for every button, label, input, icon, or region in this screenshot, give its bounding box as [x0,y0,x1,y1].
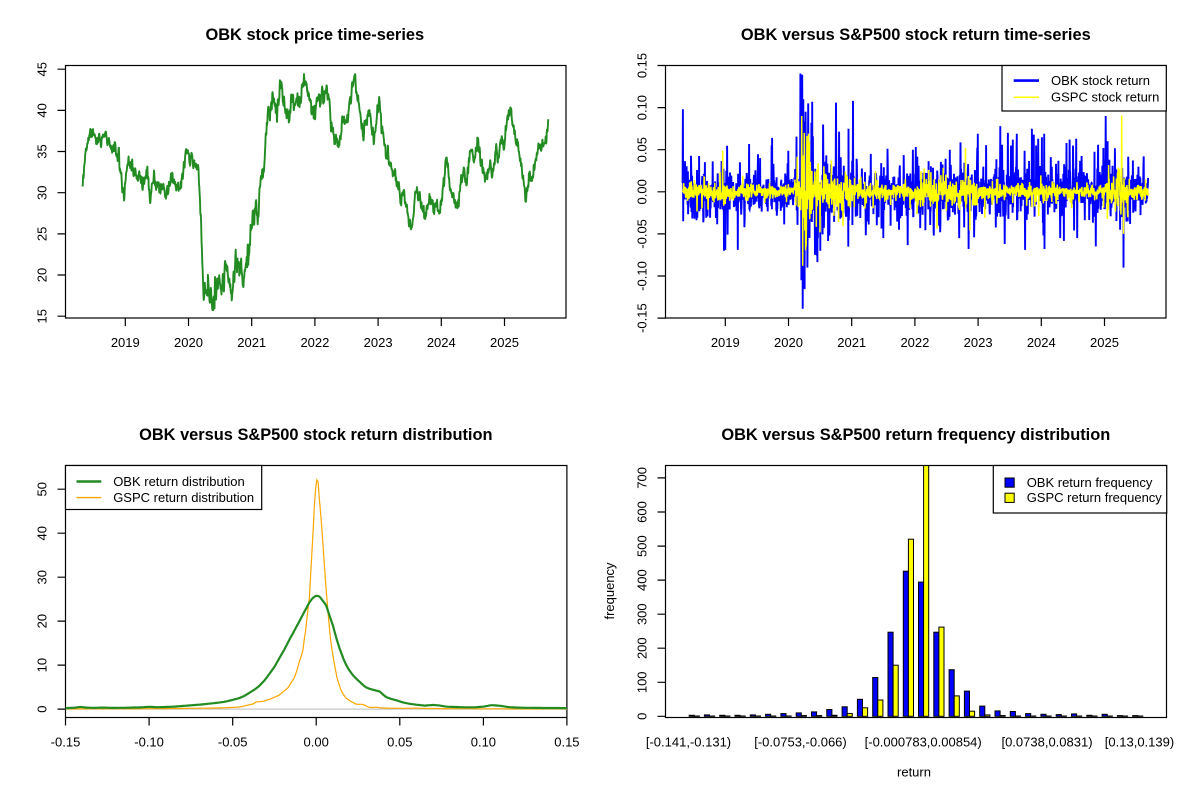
svg-text:2022: 2022 [300,335,329,350]
svg-text:0.00: 0.00 [634,179,649,204]
svg-text:OBK versus S&P500 stock return: OBK versus S&P500 stock return time-seri… [741,26,1091,44]
svg-text:0.00: 0.00 [304,735,329,750]
svg-text:700: 700 [634,467,649,489]
svg-text:2021: 2021 [837,335,866,350]
svg-text:0.10: 0.10 [634,95,649,120]
svg-text:OBK versus S&P500 stock return: OBK versus S&P500 stock return distribut… [139,426,492,444]
svg-text:0.10: 0.10 [471,735,496,750]
svg-text:[0.0738,0.0831): [0.0738,0.0831) [1001,735,1092,750]
svg-text:2020: 2020 [174,335,203,350]
svg-text:[0.13,0.139): [0.13,0.139) [1105,735,1174,750]
svg-text:20: 20 [34,268,49,282]
svg-text:400: 400 [634,569,649,591]
svg-text:-0.05: -0.05 [634,219,649,249]
svg-text:OBK versus S&P500 return frequ: OBK versus S&P500 return frequency distr… [721,426,1110,444]
svg-text:OBK stock return: OBK stock return [1051,73,1150,88]
svg-text:OBK return distribution: OBK return distribution [113,474,245,489]
svg-text:500: 500 [634,535,649,557]
svg-text:[-0.000783,0.00854): [-0.000783,0.00854) [865,735,982,750]
svg-text:0.05: 0.05 [387,735,412,750]
svg-text:2020: 2020 [774,335,803,350]
svg-text:35: 35 [34,144,49,158]
svg-text:100: 100 [634,671,649,693]
svg-text:0: 0 [34,705,49,712]
svg-text:2025: 2025 [1090,335,1119,350]
svg-text:10: 10 [34,658,49,672]
svg-text:OBK stock price time-series: OBK stock price time-series [205,26,424,44]
svg-text:25: 25 [34,227,49,241]
svg-text:2019: 2019 [111,335,140,350]
svg-text:300: 300 [634,603,649,625]
svg-text:50: 50 [34,482,49,496]
svg-text:2024: 2024 [1027,335,1056,350]
svg-text:2019: 2019 [711,335,740,350]
svg-text:GSPC return distribution: GSPC return distribution [113,490,254,505]
svg-text:2025: 2025 [490,335,519,350]
svg-text:0.15: 0.15 [634,53,649,78]
svg-text:45: 45 [34,62,49,76]
svg-text:15: 15 [34,309,49,323]
svg-text:GSPC return frequency: GSPC return frequency [1027,490,1163,505]
svg-text:-0.15: -0.15 [634,303,649,333]
svg-text:0.05: 0.05 [634,137,649,162]
svg-text:[-0.0753,-0.066): [-0.0753,-0.066) [754,735,847,750]
svg-text:0: 0 [634,713,649,720]
svg-text:2023: 2023 [964,335,993,350]
svg-text:GSPC stock return: GSPC stock return [1051,90,1159,105]
svg-text:2024: 2024 [427,335,456,350]
svg-text:0.15: 0.15 [554,735,579,750]
svg-text:-0.05: -0.05 [218,735,248,750]
svg-text:20: 20 [34,614,49,628]
svg-text:200: 200 [634,637,649,659]
svg-text:[-0.141,-0.131): [-0.141,-0.131) [646,735,731,750]
svg-text:2023: 2023 [364,335,393,350]
svg-text:return: return [897,765,931,780]
svg-text:40: 40 [34,103,49,117]
svg-text:600: 600 [634,501,649,523]
svg-text:frequency: frequency [602,562,617,620]
svg-text:-0.10: -0.10 [634,261,649,291]
svg-text:2022: 2022 [900,335,929,350]
svg-text:-0.10: -0.10 [134,735,164,750]
svg-text:40: 40 [34,526,49,540]
svg-text:30: 30 [34,570,49,584]
svg-text:30: 30 [34,185,49,199]
svg-text:2021: 2021 [237,335,266,350]
svg-text:-0.15: -0.15 [51,735,81,750]
svg-text:OBK return frequency: OBK return frequency [1027,475,1153,490]
